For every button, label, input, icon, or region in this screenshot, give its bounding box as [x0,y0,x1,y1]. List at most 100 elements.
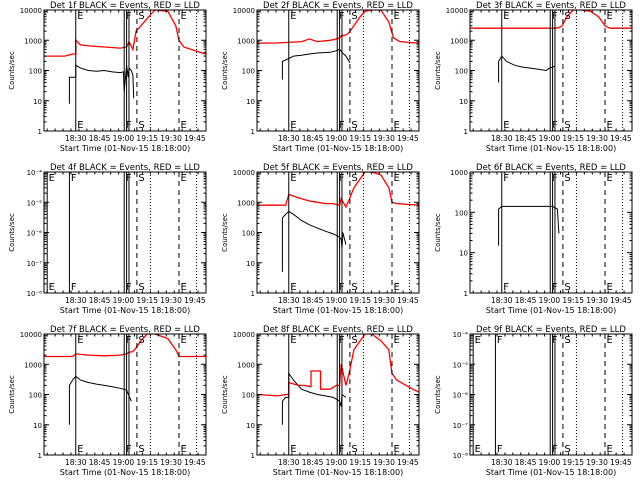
event-marker-label-top: F [497,335,503,346]
panel-title: Det 1f BLACK = Events, RED = LLD [50,1,200,11]
event-marker-label-top: E [290,11,296,22]
event-marker-label-top: F [71,173,77,184]
y-axis-label: Counts/sec [221,51,229,90]
y-tick-label: 10⁻⁷ [27,260,43,268]
x-tick-label: 19:15 [562,296,584,305]
x-tick-label: 19:30 [373,296,395,305]
axes-box [469,333,633,456]
x-tick-label: 19:15 [349,134,371,143]
y-tick-label: 10 [33,98,42,106]
y-tick-label: 1000 [450,169,468,177]
x-tick-label: 19:15 [136,134,158,143]
event-marker-label-bottom: S [564,120,570,131]
event-marker-label-bottom: E [181,120,187,131]
y-axis-label: Counts/sec [434,375,442,414]
x-tick-label: 19:45 [184,134,206,143]
event-marker-label-top: S [138,335,144,346]
event-marker-label-top: F [503,173,509,184]
y-tick-label: 100 [455,68,468,76]
y-tick-label: 1 [251,452,255,460]
event-marker-label-bottom: E [475,444,481,455]
y-tick-label: 10000 [233,331,255,339]
axes-box [256,9,420,132]
y-tick-label: 10 [246,260,255,268]
event-marker-label-bottom: F [497,444,503,455]
panel-title: Det 8f BLACK = Events, RED = LLD [263,325,413,335]
x-tick-label: 19:00 [326,458,348,467]
y-tick-label: 1 [251,290,255,298]
x-tick-label: 19:00 [539,458,561,467]
series-events [498,205,560,246]
event-marker-label-top: E [77,11,83,22]
x-tick-label: 19:30 [586,458,608,467]
event-marker-label-top: E [394,335,400,346]
y-tick-label: 10 [459,250,468,258]
x-tick-label: 19:30 [160,134,182,143]
y-tick-label: 10⁻⁸ [453,452,469,460]
event-marker-label-top: E [77,335,83,346]
axes-box [256,171,420,294]
event-marker-label-bottom: S [351,282,357,293]
event-marker-label-top: S [564,11,570,22]
event-marker-label-bottom: E [607,120,613,131]
x-tick-label: 18:30 [491,296,513,305]
x-tick-label: 19:30 [586,296,608,305]
x-tick-label: 19:00 [326,296,348,305]
panel-det-2: Det 2f BLACK = Events, RED = LLDEEFFSSEE… [221,1,420,153]
event-marker-label-top: E [181,173,187,184]
series-lld [257,172,419,209]
x-tick-label: 19:45 [610,458,632,467]
x-tick-label: 18:45 [515,458,537,467]
x-axis-label: Start Time (01-Nov-15 18:18:00) [273,468,403,477]
event-marker-label-bottom: S [138,444,144,455]
event-marker-label-bottom: E [607,282,613,293]
event-marker-label-bottom: S [138,120,144,131]
y-tick-label: 100 [242,68,255,76]
y-tick-label: 1000 [237,199,255,207]
event-marker-label-bottom: E [49,282,55,293]
event-marker-label-bottom: S [351,444,357,455]
y-tick-label: 100 [242,392,255,400]
y-tick-label: 10⁻⁷ [453,422,469,430]
x-tick-label: 18:45 [302,458,324,467]
event-marker-label-bottom: E [77,444,83,455]
event-marker-label-top: E [607,173,613,184]
y-tick-label: 10000 [20,7,42,15]
series-events [281,48,351,80]
y-tick-label: 10000 [233,7,255,15]
event-marker-label-bottom: E [503,120,509,131]
x-tick-label: 19:15 [136,458,158,467]
event-marker-label-top: S [138,173,144,184]
x-tick-label: 18:45 [89,134,111,143]
event-marker-label-top: E [290,173,296,184]
panel-det-8: Det 8f BLACK = Events, RED = LLDEEFFSSEE… [221,325,420,477]
event-marker-label-top: S [564,335,570,346]
y-tick-label: 1 [464,128,468,136]
event-marker-label-bottom: E [77,120,83,131]
event-marker-label-bottom: E [394,120,400,131]
axes-box [469,171,633,294]
y-tick-label: 10⁻⁶ [453,392,469,400]
x-tick-label: 18:30 [491,134,513,143]
panel-det-6: Det 6f BLACK = Events, RED = LLDFFFFSSEE… [434,163,633,315]
event-marker-label-bottom: E [181,282,187,293]
x-tick-label: 19:30 [373,458,395,467]
series-events [281,371,347,425]
x-axis-label: Start Time (01-Nov-15 18:18:00) [486,468,616,477]
x-tick-label: 18:45 [515,134,537,143]
x-tick-label: 19:45 [184,296,206,305]
x-tick-label: 18:30 [278,296,300,305]
y-tick-label: 10000 [446,7,468,15]
x-tick-label: 19:45 [397,296,419,305]
event-marker-label-top: E [503,11,509,22]
event-marker-label-bottom: E [181,444,187,455]
x-tick-label: 18:30 [278,134,300,143]
event-marker-label-bottom: E [290,444,296,455]
y-tick-label: 10⁻⁸ [27,290,43,298]
x-tick-label: 19:00 [539,134,561,143]
x-tick-label: 19:00 [326,134,348,143]
series-lld [470,10,632,29]
x-tick-label: 18:30 [65,134,87,143]
panel-title: Det 7f BLACK = Events, RED = LLD [50,325,200,335]
